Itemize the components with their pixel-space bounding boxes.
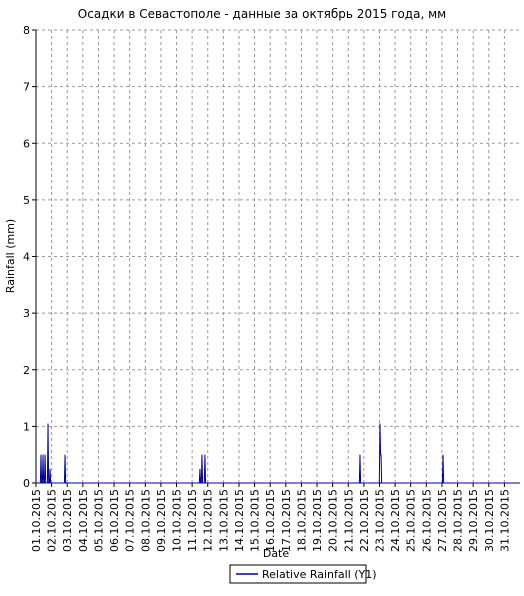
x-axis-label: Date <box>263 547 290 560</box>
x-tick-label: 11.10.2015 <box>186 489 199 552</box>
x-tick-label: 31.10.2015 <box>498 489 511 552</box>
y-tick-label: 8 <box>23 24 30 37</box>
x-tick-label: 18.10.2015 <box>295 489 308 552</box>
y-tick-label: 7 <box>23 81 30 94</box>
x-tick-label: 08.10.2015 <box>139 489 152 552</box>
x-tick-label: 03.10.2015 <box>61 489 74 552</box>
x-tick-label: 15.10.2015 <box>249 489 262 552</box>
x-tick-label: 13.10.2015 <box>217 489 230 552</box>
legend-box <box>229 564 367 584</box>
y-tick-label: 3 <box>23 307 30 320</box>
y-tick-label: 6 <box>23 137 30 150</box>
x-tick-label: 06.10.2015 <box>108 489 121 552</box>
x-tick-label: 22.10.2015 <box>358 489 371 552</box>
x-tick-label: 26.10.2015 <box>420 489 433 552</box>
x-tick-label: 20.10.2015 <box>327 489 340 552</box>
x-tick-label: 12.10.2015 <box>202 489 215 552</box>
x-tick-label: 30.10.2015 <box>483 489 496 552</box>
x-tick-label: 04.10.2015 <box>77 489 90 552</box>
x-tick-label: 02.10.2015 <box>46 489 59 552</box>
y-tick-label: 2 <box>23 364 30 377</box>
x-tick-label: 01.10.2015 <box>30 489 43 552</box>
x-tick-label: 23.10.2015 <box>373 489 386 552</box>
x-tick-label: 10.10.2015 <box>171 489 184 552</box>
x-tick-label: 16.10.2015 <box>264 489 277 552</box>
x-tick-label: 29.10.2015 <box>467 489 480 552</box>
y-tick-label: 0 <box>23 477 30 490</box>
y-tick-label: 4 <box>23 251 30 264</box>
chart-title: Осадки в Севастополе - данные за октябрь… <box>78 7 446 21</box>
y-tick-label: 5 <box>23 194 30 207</box>
x-tick-label: 19.10.2015 <box>311 489 324 552</box>
x-tick-label: 05.10.2015 <box>92 489 105 552</box>
y-tick-label: 1 <box>23 420 30 433</box>
x-tick-label: 28.10.2015 <box>452 489 465 552</box>
x-tick-label: 17.10.2015 <box>280 489 293 552</box>
x-tick-label: 24.10.2015 <box>389 489 402 552</box>
y-axis-label: Rainfall (mm) <box>4 219 17 293</box>
data-line <box>36 423 520 484</box>
legend-label: Relative Rainfall (Y1) <box>262 568 377 581</box>
x-tick-label: 09.10.2015 <box>155 489 168 552</box>
x-tick-label: 27.10.2015 <box>436 489 449 552</box>
x-tick-label: 07.10.2015 <box>124 489 137 552</box>
x-tick-label: 21.10.2015 <box>342 489 355 552</box>
x-tick-label: 14.10.2015 <box>233 489 246 552</box>
x-tick-label: 25.10.2015 <box>405 489 418 552</box>
